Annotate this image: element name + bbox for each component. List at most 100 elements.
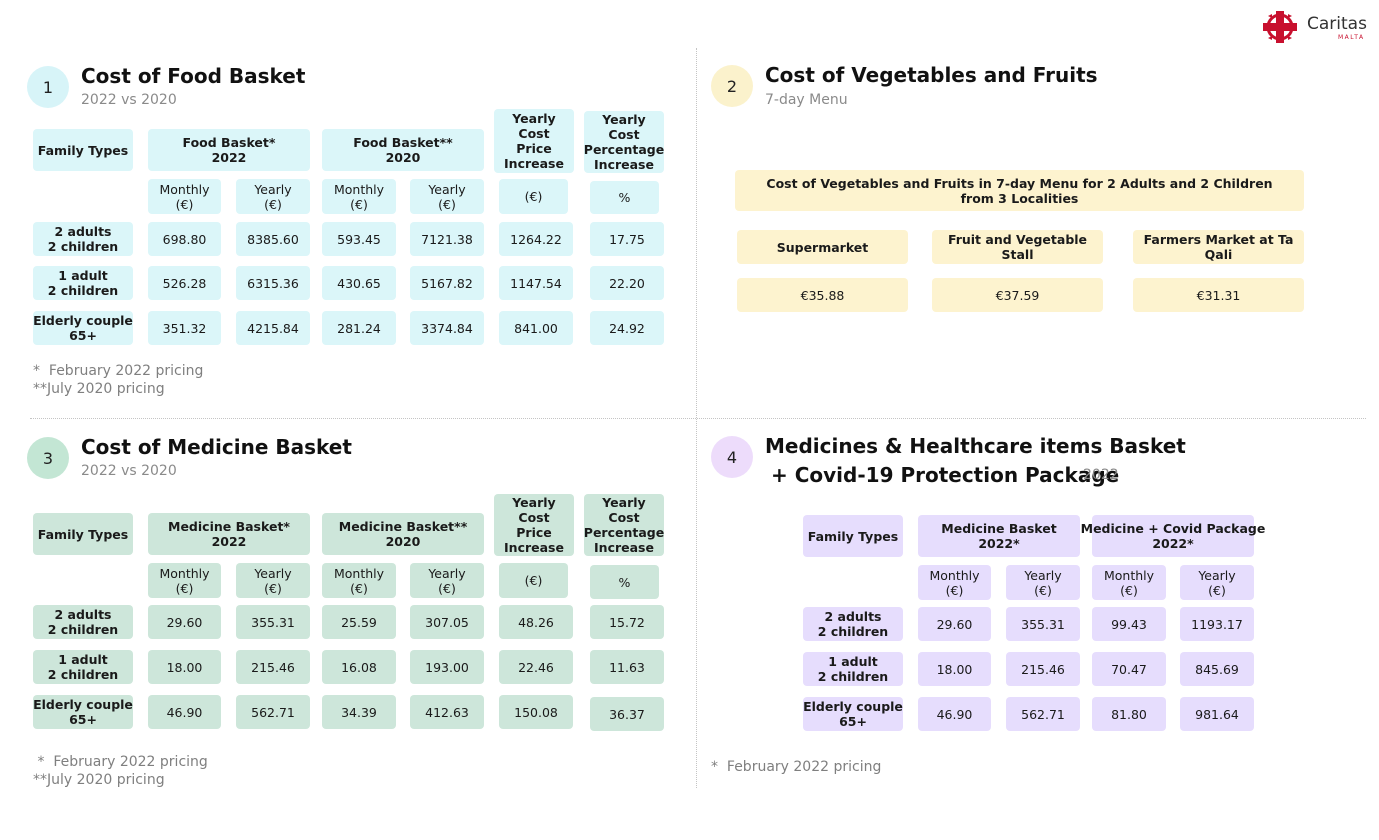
table-cell: 1264.22 [499,222,573,256]
table-cell: 25.59 [322,605,396,639]
section-title: Cost of Vegetables and Fruits [765,63,1098,87]
table-cell: 593.45 [322,222,396,256]
section-title: Cost of Food Basket [81,64,306,88]
header-family-types: Family Types [803,515,903,557]
footnote: * February 2022 pricing **July 2020 pric… [33,754,208,788]
section-number-badge: 2 [711,65,753,107]
table-cell: 3374.84 [410,311,484,345]
locality-cost: €37.59 [932,278,1103,312]
table-cell: 562.71 [1006,697,1080,731]
section-title-line1: Medicines & Healthcare items Basket [765,434,1186,458]
header-family-types: Family Types [33,129,133,171]
table-cell: 22.46 [499,650,573,684]
row-label: Elderly couple 65+ [803,697,903,731]
header-yearly-price-increase: Yearly Cost Price Increase [494,494,574,556]
subheader-yearly: Yearly (€) [1006,565,1080,600]
table-cell: 81.80 [1092,697,1166,731]
section-subtitle: 2022 vs 2020 [81,463,177,479]
header-yearly-price-increase: Yearly Cost Price Increase [494,109,574,173]
table-cell: 6315.36 [236,266,310,300]
table-cell: 355.31 [1006,607,1080,641]
locality-cost: €35.88 [737,278,908,312]
table-cell: 150.08 [499,695,573,729]
table-cell: 351.32 [148,311,221,345]
footnote: * February 2022 pricing [711,759,882,775]
table-cell: 18.00 [148,650,221,684]
table-cell: 845.69 [1180,652,1254,686]
table-cell: 29.60 [918,607,991,641]
table-cell: 307.05 [410,605,484,639]
table-cell: 24.92 [590,311,664,345]
subheader-yearly: Yearly (€) [410,563,484,598]
locality-label: Farmers Market at Ta Qali [1133,230,1304,264]
footnote: * February 2022 pricing **July 2020 pric… [33,363,204,397]
row-label: Elderly couple 65+ [33,311,133,345]
subheader-yearly: Yearly (€) [410,179,484,214]
section-number-badge: 4 [711,436,753,478]
vegetables-fruits-header: Cost of Vegetables and Fruits in 7-day M… [735,170,1304,211]
row-label: 2 adults 2 children [33,605,133,639]
section-title: Cost of Medicine Basket [81,435,352,459]
logo-sub: MALTA [1338,34,1365,41]
row-label: 1 adult 2 children [33,650,133,684]
header-food-basket-2020: Food Basket** 2020 [322,129,484,171]
locality-cost: €31.31 [1133,278,1304,312]
header-medicine-basket-2020: Medicine Basket** 2020 [322,513,484,555]
section-year: 2022 [1083,467,1119,483]
table-cell: 281.24 [322,311,396,345]
table-cell: 34.39 [322,695,396,729]
subheader-yearly: Yearly (€) [236,563,310,598]
subheader-monthly: Monthly (€) [1092,565,1166,600]
table-cell: 99.43 [1092,607,1166,641]
header-family-types: Family Types [33,513,133,555]
section-title-line2: + Covid-19 Protection Package [771,463,1120,487]
header-medicine-basket: Medicine Basket 2022* [918,515,1080,557]
table-cell: 29.60 [148,605,221,639]
row-label: 1 adult 2 children [803,652,903,686]
table-cell: 8385.60 [236,222,310,256]
table-cell: 215.46 [1006,652,1080,686]
table-cell: 22.20 [590,266,664,300]
table-cell: 17.75 [590,222,664,256]
table-cell: 1147.54 [499,266,573,300]
section-number-badge: 1 [27,66,69,108]
table-cell: 5167.82 [410,266,484,300]
table-cell: 7121.38 [410,222,484,256]
locality-label: Supermarket [737,230,908,264]
row-label: 1 adult 2 children [33,266,133,300]
header-food-basket-2022: Food Basket* 2022 [148,129,310,171]
table-cell: 215.46 [236,650,310,684]
header-yearly-percentage-increase: Yearly Cost Percentage Increase [583,111,665,173]
subheader-yearly: Yearly (€) [236,179,310,214]
table-cell: 430.65 [322,266,396,300]
horizontal-divider [30,418,1366,419]
table-cell: 18.00 [918,652,991,686]
table-cell: 11.63 [590,650,664,684]
header-yearly-percentage-increase: Yearly Cost Percentage Increase [583,494,665,556]
row-label: Elderly couple 65+ [33,695,133,729]
table-cell: 36.37 [590,697,664,731]
table-cell: 526.28 [148,266,221,300]
section-subtitle: 7-day Menu [765,92,848,108]
subheader-percent: % [590,565,659,599]
subheader-euro: (€) [499,179,568,214]
table-cell: 1193.17 [1180,607,1254,641]
table-cell: 193.00 [410,650,484,684]
subheader-monthly: Monthly (€) [322,179,396,214]
table-cell: 16.08 [322,650,396,684]
subheader-monthly: Monthly (€) [148,563,221,598]
table-cell: 15.72 [590,605,664,639]
section-number-badge: 3 [27,437,69,479]
table-cell: 355.31 [236,605,310,639]
table-cell: 46.90 [148,695,221,729]
subheader-monthly: Monthly (€) [918,565,991,600]
row-label: 2 adults 2 children [803,607,903,641]
table-cell: 698.80 [148,222,221,256]
table-cell: 70.47 [1092,652,1166,686]
subheader-euro: (€) [499,563,568,598]
subheader-yearly: Yearly (€) [1180,565,1254,600]
subheader-monthly: Monthly (€) [322,563,396,598]
caritas-cross-icon [1263,11,1297,43]
table-cell: 981.64 [1180,697,1254,731]
caritas-logo: Caritas MALTA [1262,10,1368,46]
